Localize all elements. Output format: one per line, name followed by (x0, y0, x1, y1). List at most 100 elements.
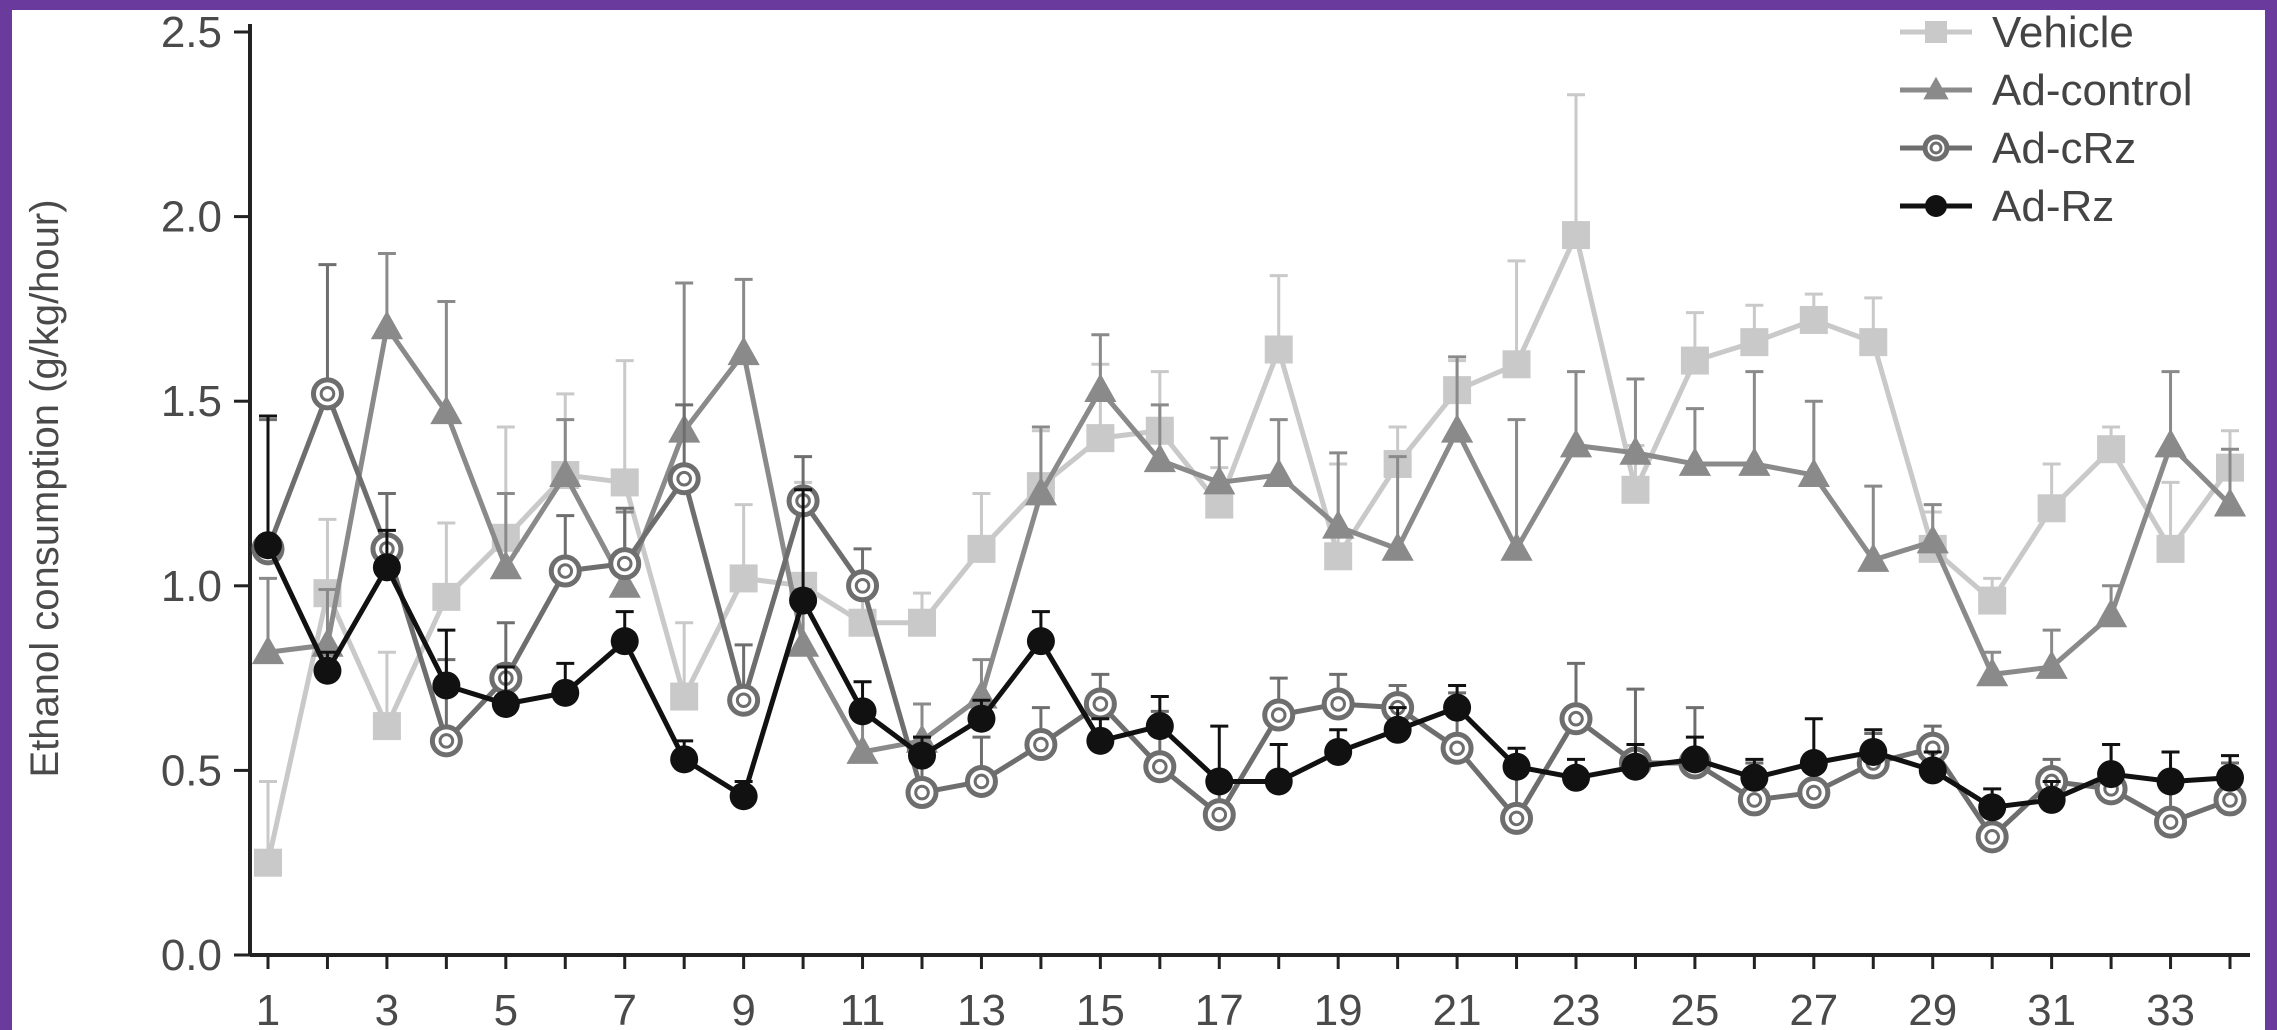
data-point (729, 782, 758, 811)
x-tick-label: 3 (375, 986, 399, 1030)
chart-figure: ш.ЯСОСНИ 0.00.51.01.52.02.51357911131517… (12, 10, 2265, 1030)
data-point (372, 712, 401, 741)
data-point (1559, 428, 1593, 458)
data-point (2154, 428, 2187, 458)
data-point (430, 395, 463, 425)
data-point (2097, 760, 2126, 789)
data-point (1143, 750, 1177, 784)
data-point (313, 656, 342, 685)
x-tick-label: 25 (1670, 986, 1719, 1030)
data-point (608, 547, 642, 581)
data-point-inner (1806, 784, 1822, 801)
data-point (372, 553, 401, 582)
data-point (1321, 687, 1355, 721)
data-point (2037, 785, 2066, 814)
data-point (905, 776, 939, 810)
data-point (1976, 657, 2009, 687)
data-point (1918, 756, 1947, 785)
data-point (1143, 443, 1176, 473)
data-point (1797, 776, 1831, 810)
data-point (670, 745, 699, 774)
data-point-inner (1746, 792, 1763, 808)
data-point (1324, 737, 1353, 766)
data-point (1975, 820, 2009, 854)
x-tick-label: 9 (731, 986, 755, 1030)
data-point (549, 458, 582, 487)
data-point (908, 741, 936, 770)
data-point (1202, 798, 1236, 832)
banner-text: ш.ЯСОСНИ (60, 10, 396, 43)
data-point-inner (1033, 736, 1049, 753)
data-point (1443, 693, 1472, 722)
data-point (1083, 687, 1117, 721)
data-point (2156, 534, 2185, 563)
y-axis-title: Ethanol consumption (g/kg/hour) (23, 199, 67, 777)
data-point-inner (2162, 814, 2179, 830)
data-point (964, 764, 998, 798)
data-point-inner (1092, 696, 1109, 712)
legend-label: Vehicle (1992, 10, 2134, 57)
x-tick-label: 5 (494, 986, 518, 1030)
data-point (1799, 305, 1828, 334)
data-point (1264, 335, 1293, 364)
data-point (1086, 726, 1115, 755)
legend-item: Ad-cRz (1900, 124, 2136, 173)
x-tick-label: 23 (1552, 986, 1601, 1030)
data-point (1740, 763, 1769, 792)
x-tick-label: 13 (957, 986, 1006, 1030)
data-point (1084, 373, 1117, 403)
data-point-inner (1211, 806, 1228, 823)
data-point (429, 724, 463, 758)
data-point (2035, 650, 2068, 679)
data-point-inner (616, 555, 633, 572)
data-point (727, 336, 760, 366)
data-point (608, 569, 641, 598)
data-point (1738, 447, 1771, 476)
x-tick-label: 21 (1433, 986, 1482, 1030)
data-point (2097, 435, 2126, 464)
legend-item: Ad-control (1900, 66, 2193, 115)
data-point (1797, 458, 1830, 487)
data-point (1619, 436, 1652, 465)
data-point-inner (1270, 707, 1287, 723)
data-point (1383, 715, 1412, 744)
data-point-inner (438, 733, 455, 749)
legend-item: Ad-Rz (1900, 182, 2114, 231)
data-point (1440, 731, 1474, 765)
data-point-inner (1984, 829, 2000, 845)
data-point (1324, 542, 1353, 571)
legend-label: Ad-control (1992, 66, 2193, 115)
data-point (1923, 76, 1949, 100)
x-tick-label: 15 (1076, 986, 1125, 1030)
data-point (729, 564, 758, 593)
data-point-inner (914, 784, 930, 801)
data-point-inner (1568, 710, 1584, 727)
data-point (1859, 328, 1888, 357)
data-point-inner (1152, 758, 1168, 775)
data-point (2213, 487, 2247, 517)
data-point (1922, 134, 1950, 162)
y-tick-label: 0.5 (161, 746, 222, 795)
data-point (1562, 763, 1590, 792)
data-point-inner (1449, 740, 1465, 757)
data-point (1978, 586, 2007, 615)
y-tick-label: 2.0 (161, 193, 222, 242)
data-point (1680, 745, 1709, 774)
data-point-inner (735, 692, 752, 709)
data-point (2156, 767, 2185, 796)
data-point (491, 689, 520, 718)
data-point (1203, 465, 1236, 495)
data-point (432, 671, 461, 700)
data-point (848, 697, 877, 726)
data-point (310, 377, 344, 411)
series-line (265, 391, 2231, 840)
data-point (1086, 424, 1115, 453)
data-point (1264, 767, 1293, 796)
data-point (1205, 490, 1234, 519)
chart-svg: 0.00.51.01.52.02.51 3 5 7 9 11 13 15 17 19 21 23 25 2… (23, 10, 2250, 1030)
data-point-inner (854, 578, 871, 594)
data-point (1740, 328, 1769, 357)
data-point (489, 550, 522, 580)
data-point (670, 682, 699, 711)
x-tick-label: 27 (1789, 986, 1838, 1030)
